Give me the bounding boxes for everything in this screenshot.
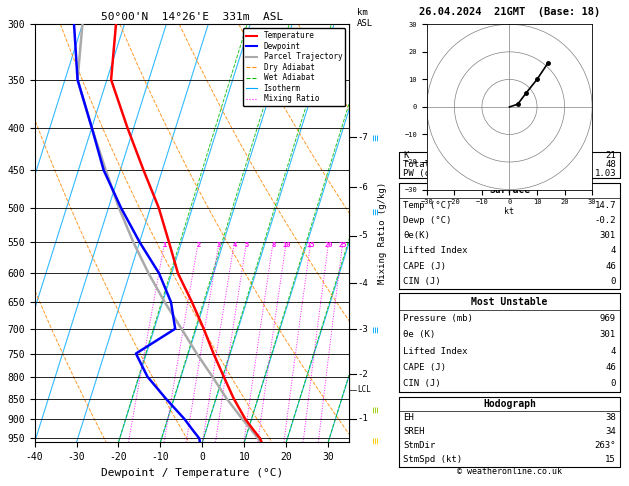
Text: 0: 0 — [611, 277, 616, 286]
Text: LCL: LCL — [357, 385, 371, 395]
Text: -0.2: -0.2 — [594, 216, 616, 225]
Text: θe (K): θe (K) — [403, 330, 435, 339]
Text: 15: 15 — [306, 242, 315, 248]
Text: -3: -3 — [357, 325, 368, 334]
Text: 4: 4 — [232, 242, 237, 248]
Text: 301: 301 — [600, 330, 616, 339]
Text: 21: 21 — [605, 152, 616, 160]
Text: θe(K): θe(K) — [403, 231, 430, 240]
Text: 26.04.2024  21GMT  (Base: 18): 26.04.2024 21GMT (Base: 18) — [419, 7, 600, 17]
Text: Dewp (°C): Dewp (°C) — [403, 216, 452, 225]
Text: CAPE (J): CAPE (J) — [403, 261, 446, 271]
Text: Mixing Ratio (g/kg): Mixing Ratio (g/kg) — [377, 182, 387, 284]
Text: -6: -6 — [357, 183, 368, 191]
Text: 969: 969 — [600, 313, 616, 323]
Text: K: K — [403, 152, 408, 160]
Text: CIN (J): CIN (J) — [403, 380, 441, 388]
Text: -4: -4 — [357, 278, 368, 288]
Y-axis label: hPa: hPa — [0, 223, 2, 243]
Text: Most Unstable: Most Unstable — [471, 297, 548, 307]
Text: Surface: Surface — [489, 185, 530, 195]
Text: 3: 3 — [217, 242, 221, 248]
Text: CAPE (J): CAPE (J) — [403, 363, 446, 372]
Text: km
ASL: km ASL — [357, 8, 373, 28]
Text: 5: 5 — [245, 242, 248, 248]
Text: 2: 2 — [196, 242, 201, 248]
Text: 10: 10 — [282, 242, 291, 248]
Text: 14.7: 14.7 — [594, 201, 616, 210]
Text: -1: -1 — [357, 414, 368, 423]
Text: 15: 15 — [605, 455, 616, 464]
Legend: Temperature, Dewpoint, Parcel Trajectory, Dry Adiabat, Wet Adiabat, Isotherm, Mi: Temperature, Dewpoint, Parcel Trajectory… — [243, 28, 345, 106]
Text: 46: 46 — [605, 363, 616, 372]
Text: SREH: SREH — [403, 427, 425, 436]
Text: 8: 8 — [271, 242, 276, 248]
Text: Totals Totals: Totals Totals — [403, 160, 473, 169]
Text: -2: -2 — [357, 370, 368, 379]
Title: 50°00'N  14°26'E  331m  ASL: 50°00'N 14°26'E 331m ASL — [101, 12, 283, 22]
Text: ≡: ≡ — [369, 208, 378, 215]
Text: StmDir: StmDir — [403, 441, 435, 450]
Text: Hodograph: Hodograph — [483, 399, 536, 409]
X-axis label: Dewpoint / Temperature (°C): Dewpoint / Temperature (°C) — [101, 468, 283, 478]
Text: ≡: ≡ — [369, 437, 378, 444]
Text: 48: 48 — [605, 160, 616, 169]
Text: 4: 4 — [611, 246, 616, 255]
Text: Lifted Index: Lifted Index — [403, 246, 467, 255]
Text: 34: 34 — [605, 427, 616, 436]
Text: 1.03: 1.03 — [594, 169, 616, 178]
Text: 38: 38 — [605, 414, 616, 422]
Text: © weatheronline.co.uk: © weatheronline.co.uk — [457, 468, 562, 476]
Text: Lifted Index: Lifted Index — [403, 347, 467, 356]
Text: 263°: 263° — [594, 441, 616, 450]
Text: 0: 0 — [611, 380, 616, 388]
Text: Temp (°C): Temp (°C) — [403, 201, 452, 210]
X-axis label: kt: kt — [504, 207, 515, 216]
Text: 20: 20 — [325, 242, 333, 248]
Text: ≡: ≡ — [369, 134, 378, 140]
Text: ≡: ≡ — [369, 326, 378, 333]
Text: 4: 4 — [611, 347, 616, 356]
Text: 1: 1 — [162, 242, 167, 248]
Text: -7: -7 — [357, 133, 368, 141]
Text: EH: EH — [403, 414, 414, 422]
Text: PW (cm): PW (cm) — [403, 169, 441, 178]
Text: ≡: ≡ — [369, 406, 378, 413]
Text: 46: 46 — [605, 261, 616, 271]
Text: 25: 25 — [338, 242, 347, 248]
Text: CIN (J): CIN (J) — [403, 277, 441, 286]
Text: StmSpd (kt): StmSpd (kt) — [403, 455, 462, 464]
Text: Pressure (mb): Pressure (mb) — [403, 313, 473, 323]
Text: -5: -5 — [357, 231, 368, 240]
Text: 301: 301 — [600, 231, 616, 240]
